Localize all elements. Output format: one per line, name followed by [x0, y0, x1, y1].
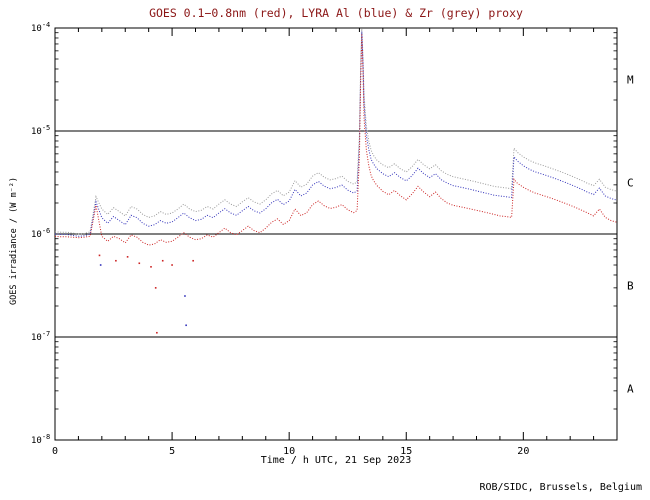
flare-class-label: M [627, 74, 634, 87]
y-tick-label: 10-4 [31, 21, 50, 34]
x-tick-label: 5 [169, 446, 175, 457]
y-tick-label: 10-7 [31, 330, 50, 343]
credit-text: ROB/SIDC, Brussels, Belgium [479, 482, 642, 493]
series-red [54, 33, 618, 246]
flare-class-label: A [627, 383, 634, 396]
series-blue [54, 31, 618, 237]
x-tick-label: 10 [283, 446, 295, 457]
scatter-point [115, 259, 117, 262]
scatter-point [154, 287, 157, 289]
scatter-point [99, 264, 102, 266]
series-grey [54, 28, 618, 235]
y-tick-label: 10-6 [31, 227, 50, 240]
x-axis-label: Time / h UTC, 21 Sep 2023 [260, 455, 412, 466]
scatter-point [98, 254, 101, 257]
y-tick-label: 10-8 [31, 433, 50, 446]
x-tick-label: 0 [52, 446, 58, 457]
scatter-point [192, 259, 194, 262]
scatter-point [161, 259, 164, 262]
scatter-point [171, 264, 173, 266]
flare-class-label: B [627, 280, 634, 293]
scatter-point [126, 256, 129, 258]
x-tick-label: 15 [400, 446, 412, 457]
scatter-point [185, 324, 187, 327]
scatter-point [184, 295, 186, 297]
scatter-point [138, 262, 141, 265]
y-tick-label: 10-5 [31, 124, 50, 137]
x-tick-label: 20 [517, 446, 529, 457]
scatter-point [156, 331, 158, 334]
scatter-point [150, 266, 152, 268]
chart-title: GOES 0.1−0.8nm (red), LYRA Al (blue) & Z… [149, 6, 523, 20]
flare-class-label: C [627, 177, 634, 190]
